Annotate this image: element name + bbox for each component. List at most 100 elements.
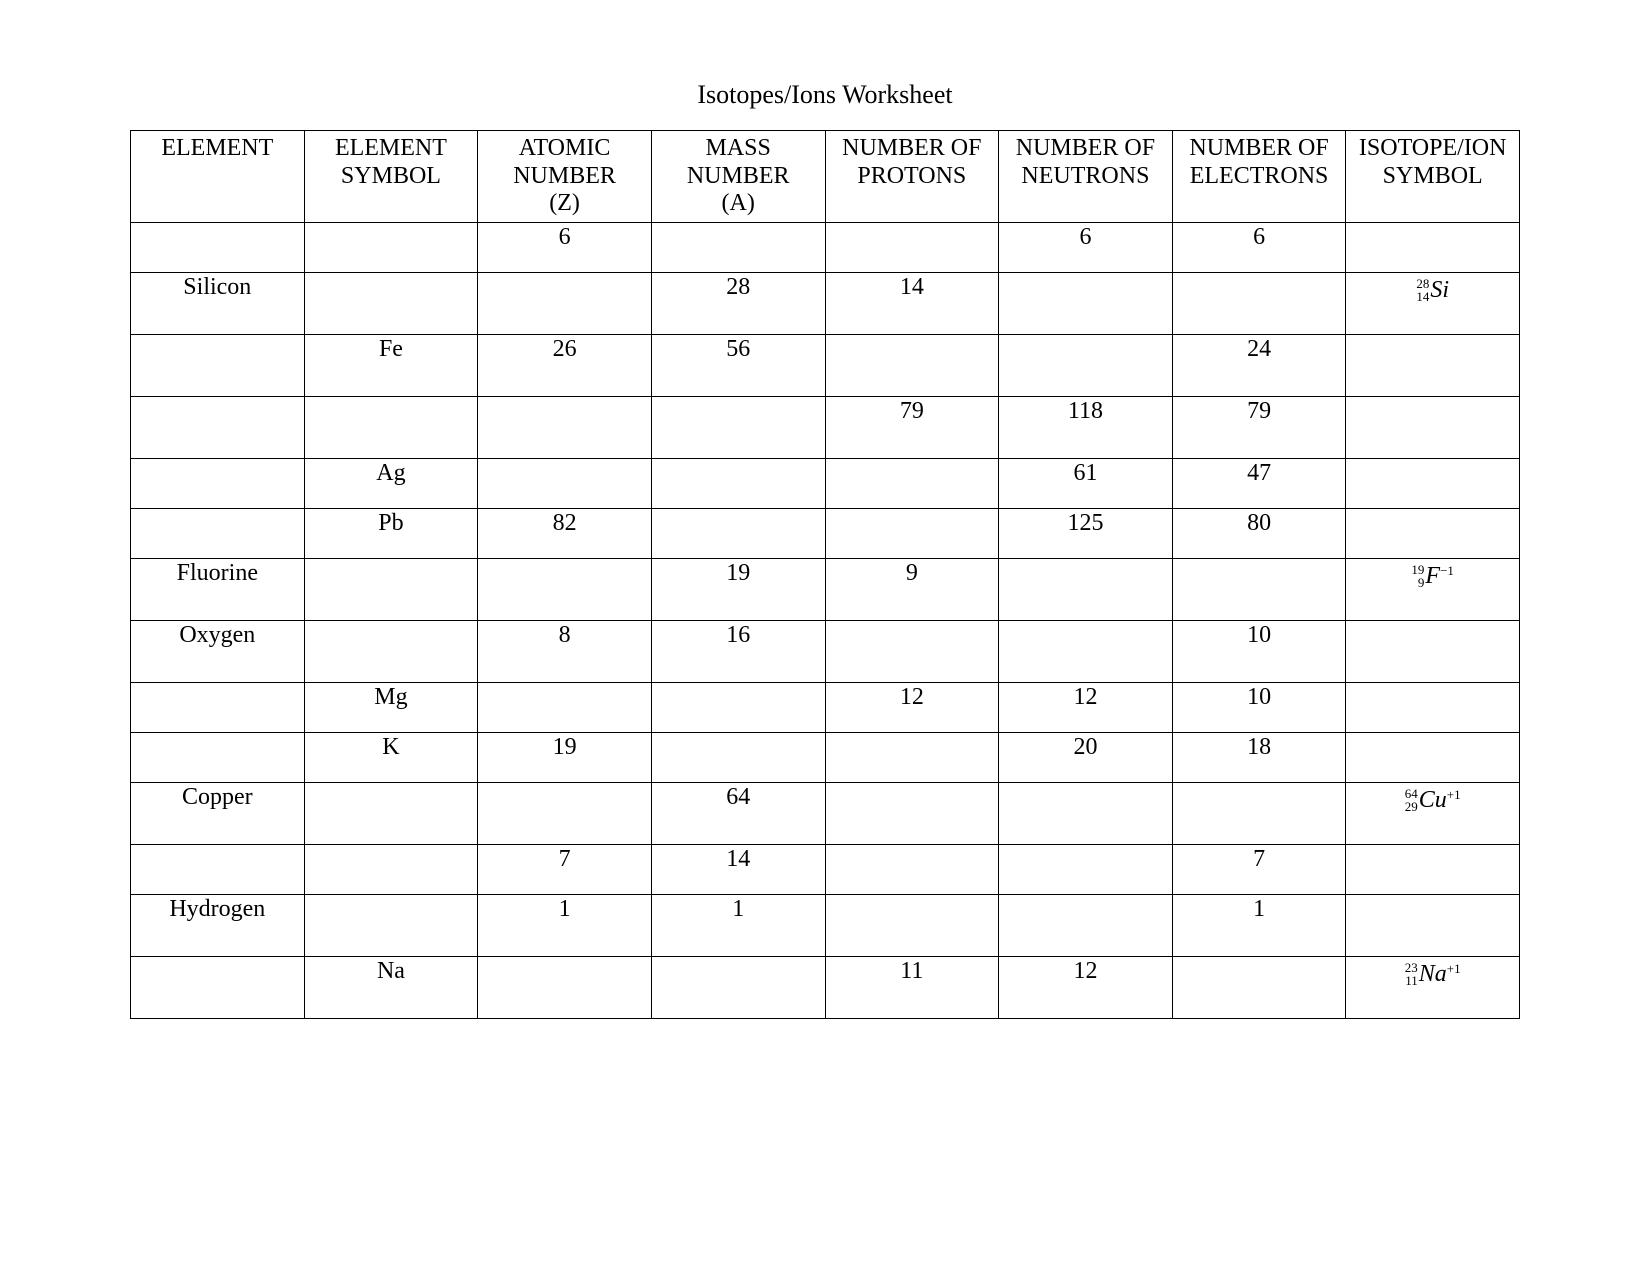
isotope-notation: 2311Na+1 xyxy=(1405,959,1461,987)
cell-atomic-z: 7 xyxy=(478,845,652,895)
cell-isotope-symbol xyxy=(1346,223,1520,273)
cell-symbol: Ag xyxy=(304,459,478,509)
cell-atomic-z xyxy=(478,683,652,733)
isotope-charge: +1 xyxy=(1447,961,1461,975)
cell-atomic-z xyxy=(478,273,652,335)
table-row: Hydrogen111 xyxy=(131,895,1520,957)
cell-atomic-z xyxy=(478,783,652,845)
cell-symbol xyxy=(304,845,478,895)
isotope-scripts: 2311 xyxy=(1405,961,1418,987)
cell-electrons: 7 xyxy=(1172,845,1346,895)
cell-atomic-z: 26 xyxy=(478,335,652,397)
col-header-atomic-number: ATOMIC NUMBER (Z) xyxy=(478,131,652,223)
cell-electrons: 80 xyxy=(1172,509,1346,559)
table-row: 7147 xyxy=(131,845,1520,895)
cell-neutrons: 61 xyxy=(999,459,1173,509)
cell-neutrons xyxy=(999,895,1173,957)
table-row: Fe265624 xyxy=(131,335,1520,397)
cell-isotope-symbol: 2814Si xyxy=(1346,273,1520,335)
cell-atomic-z: 19 xyxy=(478,733,652,783)
cell-protons xyxy=(825,223,999,273)
table-row: Mg121210 xyxy=(131,683,1520,733)
isotope-z: 9 xyxy=(1418,576,1425,589)
cell-isotope-symbol xyxy=(1346,335,1520,397)
cell-atomic-z: 6 xyxy=(478,223,652,273)
worksheet-page: Isotopes/Ions Worksheet ELEMENT ELEMENT … xyxy=(0,0,1650,1275)
col-header-electrons: NUMBER OF ELECTRONS xyxy=(1172,131,1346,223)
cell-atomic-z: 8 xyxy=(478,621,652,683)
cell-symbol xyxy=(304,895,478,957)
cell-electrons: 10 xyxy=(1172,683,1346,733)
isotope-z: 11 xyxy=(1405,974,1418,987)
cell-isotope-symbol xyxy=(1346,621,1520,683)
cell-protons xyxy=(825,621,999,683)
cell-mass-a: 64 xyxy=(651,783,825,845)
cell-symbol xyxy=(304,273,478,335)
cell-symbol xyxy=(304,621,478,683)
cell-electrons xyxy=(1172,957,1346,1019)
cell-neutrons xyxy=(999,559,1173,621)
isotope-charge: −1 xyxy=(1440,563,1454,577)
cell-protons xyxy=(825,895,999,957)
cell-electrons: 18 xyxy=(1172,733,1346,783)
cell-symbol xyxy=(304,559,478,621)
cell-element xyxy=(131,683,305,733)
cell-atomic-z: 82 xyxy=(478,509,652,559)
cell-neutrons: 12 xyxy=(999,683,1173,733)
table-row: 7911879 xyxy=(131,397,1520,459)
cell-isotope-symbol xyxy=(1346,845,1520,895)
table-row: 666 xyxy=(131,223,1520,273)
cell-protons: 9 xyxy=(825,559,999,621)
isotope-notation: 2814Si xyxy=(1416,275,1449,303)
cell-protons: 79 xyxy=(825,397,999,459)
cell-element xyxy=(131,509,305,559)
cell-element xyxy=(131,397,305,459)
cell-neutrons: 12 xyxy=(999,957,1173,1019)
cell-isotope-symbol xyxy=(1346,895,1520,957)
cell-element xyxy=(131,335,305,397)
cell-mass-a: 14 xyxy=(651,845,825,895)
col-header-neutrons: NUMBER OF NEUTRONS xyxy=(999,131,1173,223)
col-header-isotope-symbol: ISOTOPE/ION SYMBOL xyxy=(1346,131,1520,223)
isotope-element-symbol: Si xyxy=(1430,278,1449,302)
isotope-notation: 6429Cu+1 xyxy=(1405,785,1461,813)
cell-atomic-z xyxy=(478,459,652,509)
isotope-element-symbol: Na xyxy=(1419,962,1447,986)
cell-mass-a xyxy=(651,957,825,1019)
page-title: Isotopes/Ions Worksheet xyxy=(130,80,1520,110)
isotope-scripts: 2814 xyxy=(1416,277,1429,303)
isotope-z: 29 xyxy=(1405,800,1418,813)
cell-neutrons xyxy=(999,621,1173,683)
cell-element xyxy=(131,223,305,273)
cell-symbol: Mg xyxy=(304,683,478,733)
cell-electrons: 10 xyxy=(1172,621,1346,683)
cell-protons xyxy=(825,733,999,783)
cell-element: Copper xyxy=(131,783,305,845)
cell-element: Fluorine xyxy=(131,559,305,621)
cell-isotope-symbol xyxy=(1346,459,1520,509)
cell-isotope-symbol xyxy=(1346,683,1520,733)
cell-neutrons: 20 xyxy=(999,733,1173,783)
cell-electrons: 1 xyxy=(1172,895,1346,957)
table-header-row: ELEMENT ELEMENT SYMBOL ATOMIC NUMBER (Z)… xyxy=(131,131,1520,223)
cell-protons xyxy=(825,335,999,397)
cell-protons xyxy=(825,783,999,845)
cell-protons xyxy=(825,509,999,559)
cell-mass-a: 28 xyxy=(651,273,825,335)
cell-electrons xyxy=(1172,559,1346,621)
cell-neutrons: 118 xyxy=(999,397,1173,459)
cell-symbol: Na xyxy=(304,957,478,1019)
cell-protons: 14 xyxy=(825,273,999,335)
table-row: Ag6147 xyxy=(131,459,1520,509)
cell-mass-a: 19 xyxy=(651,559,825,621)
isotope-element-symbol: F xyxy=(1425,564,1440,588)
cell-symbol xyxy=(304,397,478,459)
col-header-mass-number: MASS NUMBER (A) xyxy=(651,131,825,223)
cell-atomic-z xyxy=(478,957,652,1019)
cell-electrons xyxy=(1172,273,1346,335)
cell-neutrons xyxy=(999,273,1173,335)
cell-electrons: 6 xyxy=(1172,223,1346,273)
cell-element xyxy=(131,733,305,783)
cell-symbol xyxy=(304,223,478,273)
cell-atomic-z xyxy=(478,559,652,621)
